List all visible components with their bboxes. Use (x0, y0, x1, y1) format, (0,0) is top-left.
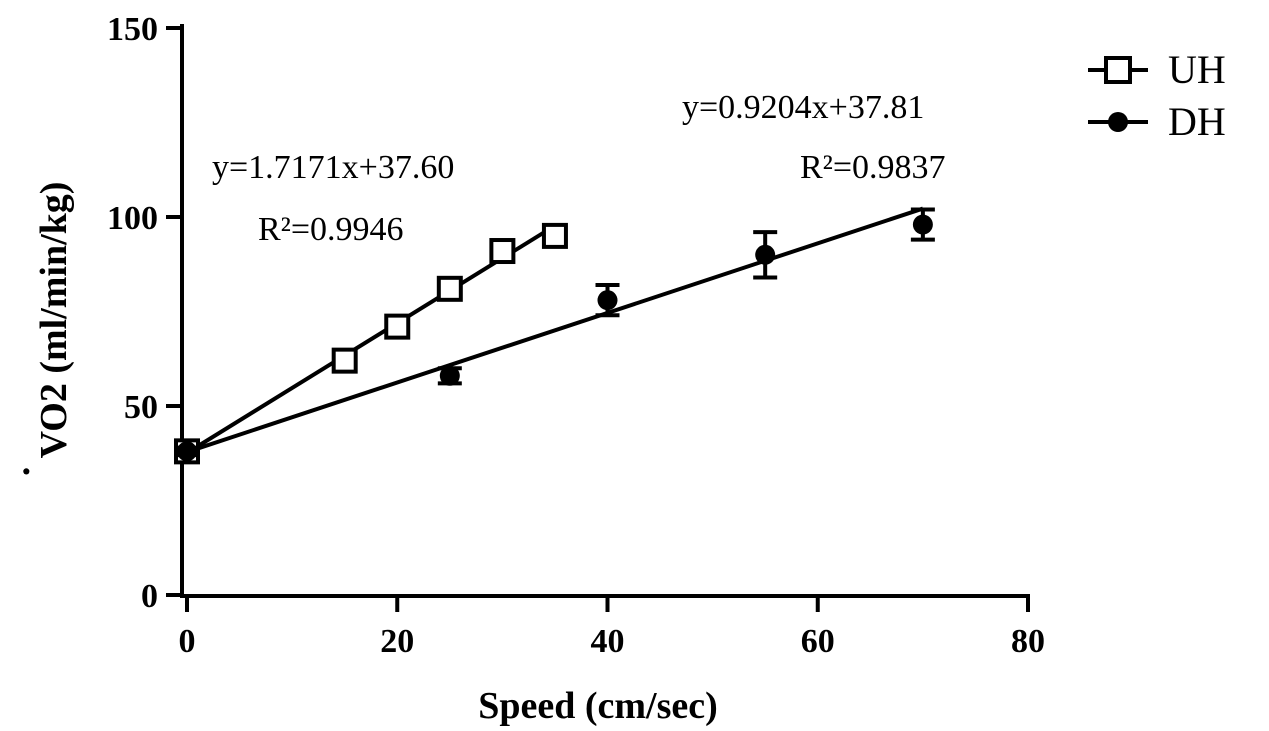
y-tick-label: 50 (124, 389, 158, 426)
legend-dh-marker (1108, 112, 1128, 132)
dh-data-point (177, 441, 197, 462)
x-tick-label: 60 (801, 623, 835, 660)
uh-data-point (384, 313, 411, 340)
dh-fit-equation: y=0.9204x+37.81 (682, 89, 924, 126)
x-tick-label: 0 (179, 623, 196, 660)
dh-fit-line (186, 206, 924, 454)
x-axis-label: Speed (cm/sec) (478, 685, 718, 727)
dh-data-point (439, 365, 460, 386)
dh-fit-r2: R²=0.9837 (800, 149, 946, 186)
legend-uh-label: UH (1168, 47, 1226, 92)
x-tick-label: 80 (1011, 623, 1045, 660)
uh-data-point (541, 222, 568, 249)
y-axis-label-group: VO2 (ml/min/kg) (33, 182, 75, 459)
dh-data-point (597, 290, 618, 311)
legend: UH DH (1088, 47, 1226, 144)
x-tick-label: 40 (591, 623, 625, 660)
legend-dh-label: DH (1168, 99, 1226, 144)
data-marks (174, 207, 935, 465)
legend-uh-marker (1104, 56, 1132, 84)
uh-fit-r2: R²=0.9946 (258, 211, 404, 248)
y-tick-label: 150 (107, 11, 158, 48)
y-tick-label: 100 (107, 200, 158, 237)
y-tick-label: 0 (141, 578, 158, 615)
dh-data-point (755, 244, 776, 265)
y-axis-label-dot: · (20, 451, 33, 493)
dh-data-point (912, 214, 933, 235)
uh-data-point (436, 275, 463, 302)
axis-ticks: 0 20 40 60 80 0 50 100 150 (107, 11, 1045, 660)
y-axis-label: VO2 (ml/min/kg) (33, 182, 75, 459)
x-tick-label: 20 (380, 623, 414, 660)
uh-fit-equation: y=1.7171x+37.60 (212, 149, 454, 186)
uh-data-point (489, 238, 516, 265)
uh-data-point (331, 347, 358, 374)
